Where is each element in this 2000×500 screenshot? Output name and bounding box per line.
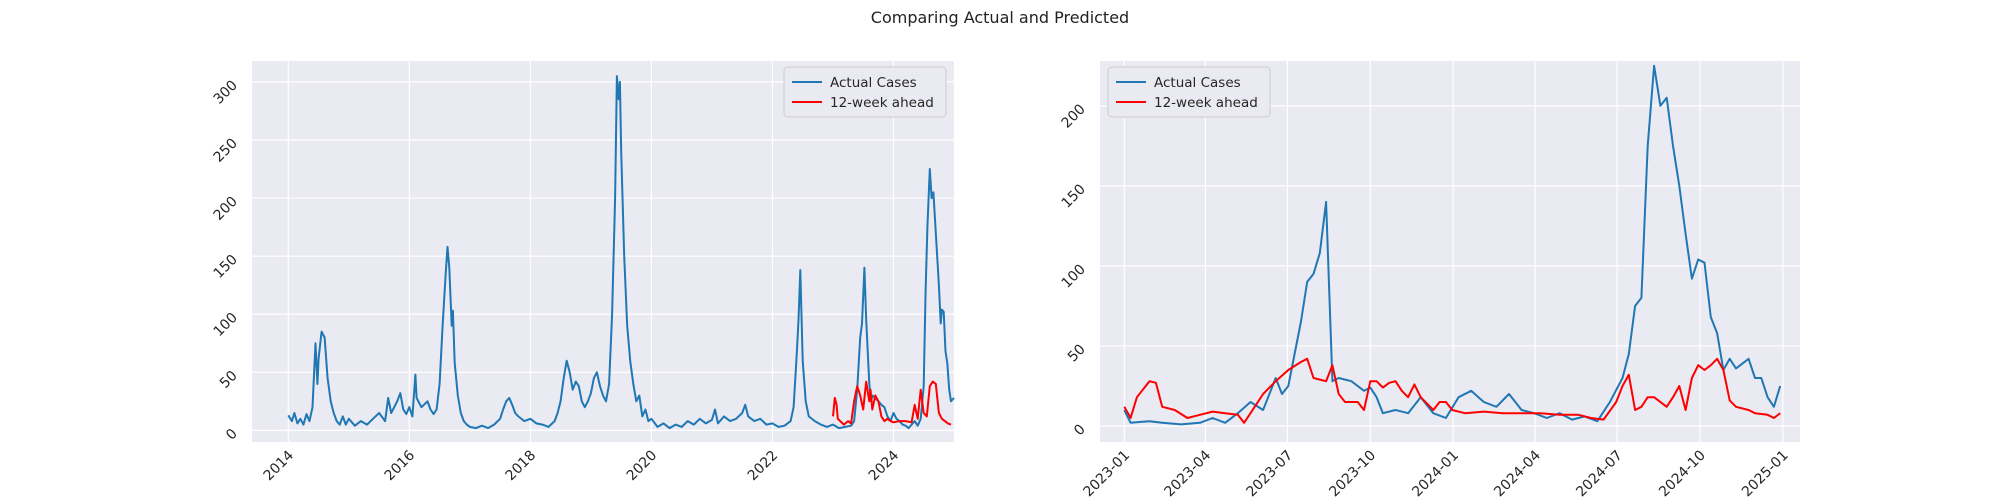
x-tick-label: 2023-07 [1244, 448, 1297, 500]
legend-label: Actual Cases [1154, 75, 1241, 91]
y-tick-label: 150 [211, 252, 241, 282]
legend: Actual Cases 12-week ahead [783, 66, 947, 118]
series-line-12-week-ahead [1123, 357, 1781, 424]
x-tick-label: 2023-01 [1080, 448, 1133, 500]
y-tick-label: 150 [1059, 181, 1089, 211]
legend: Actual Cases 12-week ahead [1107, 66, 1271, 118]
x-tick-label: 2023-10 [1326, 448, 1379, 500]
x-tick-label: 2018 [503, 448, 540, 485]
x-tick-label: 2020 [624, 448, 661, 485]
y-tick-label: 50 [1065, 341, 1089, 365]
series-line-12-week-ahead [832, 380, 952, 426]
y-tick-label: 100 [211, 310, 241, 340]
y-tick-label: 0 [223, 426, 241, 444]
y-tick-label: 0 [1071, 422, 1089, 440]
y-tick-label: 250 [211, 136, 241, 166]
x-tick-label: 2016 [382, 447, 419, 484]
legend-label: Actual Cases [830, 75, 917, 91]
legend-frame [783, 66, 947, 118]
y-tick-label: 300 [211, 77, 241, 107]
left-chart: 0 50 100 150 200 250 300 2014 2016 2018 2020 2022 20… [211, 61, 955, 485]
figure-title: Comparing Actual and Predicted [870, 8, 1130, 27]
plot-background [1100, 61, 1800, 442]
plot-background [252, 61, 954, 442]
x-tick-label: 2025-01 [1739, 448, 1792, 500]
y-tick-label: 50 [217, 368, 241, 392]
x-tick-label: 2024 [866, 447, 903, 484]
x-tick-label: 2024-10 [1656, 448, 1709, 500]
legend-label: 12-week ahead [830, 95, 934, 111]
legend-frame [1107, 66, 1271, 118]
x-tick-label: 2023-04 [1162, 447, 1215, 500]
right-chart: 0 50 100 150 200 2023-01 2023-04 2023-07 2023-10… [1059, 61, 1800, 500]
x-tick-label: 2024-01 [1409, 448, 1462, 500]
y-tick-label: 100 [1059, 261, 1089, 291]
y-tick-label: 200 [211, 194, 241, 224]
x-tick-label: 2024-07 [1573, 448, 1626, 500]
legend-label: 12-week ahead [1154, 95, 1258, 111]
series-line-actual-cases [1123, 64, 1782, 426]
y-tick-label: 200 [1059, 101, 1089, 131]
x-tick-label: 2024-04 [1491, 447, 1544, 500]
x-tick-label: 2014 [261, 447, 298, 484]
x-tick-label: 2022 [745, 448, 782, 485]
